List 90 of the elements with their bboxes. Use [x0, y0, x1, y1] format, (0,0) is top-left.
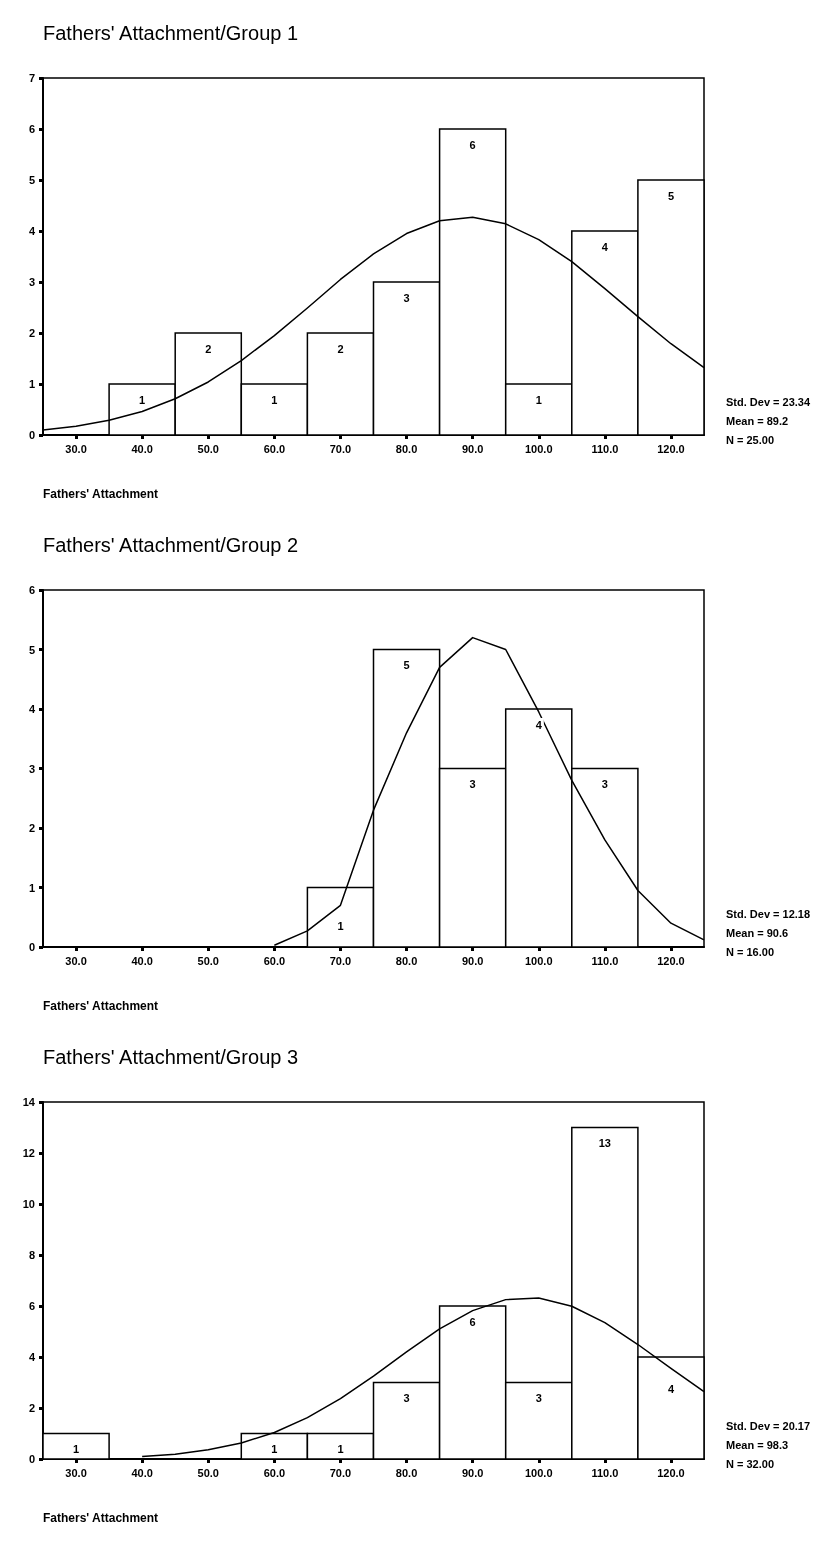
data-label: 1	[271, 393, 278, 406]
y-tick-label: 2	[28, 822, 35, 834]
x-tick-label: 80.0	[395, 954, 418, 967]
y-tick-label: 5	[28, 174, 35, 186]
data-label: 4	[667, 1382, 675, 1395]
data-label: 4	[535, 718, 543, 731]
data-label: 3	[403, 291, 410, 304]
y-tick-label: 5	[28, 643, 35, 656]
x-tick-label: 40.0	[131, 442, 153, 455]
x-tick-label: 50.0	[197, 1466, 219, 1479]
x-tick-label: 50.0	[197, 442, 219, 455]
data-label: 4	[601, 240, 609, 253]
x-tick-label: 30.0	[65, 442, 87, 455]
x-tick-label: 100.0	[524, 442, 553, 455]
y-tick-label: 2	[28, 327, 35, 339]
x-tick-label: 100.0	[524, 1466, 553, 1479]
chart-title: Fathers' Attachment/Group 3	[43, 1046, 299, 1068]
data-label: 5	[667, 189, 675, 202]
y-tick-label: 0	[28, 1453, 35, 1465]
x-tick-label: 90.0	[461, 442, 484, 455]
text: Std. Dev = 23.34	[726, 395, 811, 408]
y-tick-label: 10	[22, 1198, 35, 1210]
text: N = 25.00	[726, 433, 775, 446]
text: Std. Dev = 12.18	[726, 907, 811, 920]
y-tick-label: 6	[28, 1300, 35, 1312]
data-label: 3	[403, 1392, 410, 1404]
data-label: 2	[337, 342, 344, 355]
x-axis-title: Fathers' Attachment	[43, 487, 159, 501]
text: Std. Dev = 20.17	[726, 1419, 811, 1432]
x-axis-title: Fathers' Attachment	[43, 999, 159, 1013]
x-tick-label: 50.0	[197, 954, 219, 967]
text: N = 16.00	[726, 945, 775, 958]
data-label: 2	[205, 342, 212, 355]
x-tick-label: 30.0	[65, 954, 87, 967]
x-tick-label: 30.0	[65, 1466, 87, 1479]
x-tick-label: 60.0	[263, 1466, 286, 1479]
y-tick-label: 2	[28, 1402, 35, 1414]
y-tick-label: 6	[28, 123, 35, 135]
data-label: 3	[469, 778, 476, 790]
x-tick-label: 90.0	[461, 954, 484, 967]
text: Mean = 90.6	[726, 926, 789, 939]
x-tick-label: 70.0	[329, 1466, 352, 1479]
y-tick-label: 12	[22, 1147, 35, 1159]
x-tick-label: 120.0	[657, 442, 685, 455]
x-tick-label: 110.0	[591, 1466, 619, 1479]
data-label: 5	[403, 659, 410, 671]
data-label: 1	[72, 1443, 80, 1455]
y-tick-label: 1	[28, 881, 35, 894]
y-tick-label: 6	[28, 584, 35, 596]
x-tick-label: 80.0	[395, 1466, 418, 1479]
x-tick-label: 110.0	[591, 954, 619, 967]
data-label: 3	[601, 778, 608, 790]
x-tick-label: 70.0	[329, 442, 352, 455]
data-label: 1	[337, 1443, 344, 1455]
x-tick-label: 90.0	[461, 1466, 484, 1479]
chart-title: Fathers' Attachment/Group 2	[43, 534, 299, 556]
data-label: 3	[535, 1392, 542, 1404]
x-tick-label: 40.0	[131, 954, 153, 967]
x-axis-title: Fathers' Attachment	[43, 1511, 159, 1525]
data-label: 13	[598, 1137, 611, 1149]
y-tick-label: 8	[28, 1249, 35, 1261]
text: N = 32.00	[726, 1457, 775, 1470]
x-tick-label: 120.0	[657, 954, 685, 967]
data-label: 6	[469, 1315, 476, 1328]
y-tick-label: 7	[28, 72, 35, 84]
y-tick-label: 3	[28, 762, 35, 775]
chart-title: Fathers' Attachment/Group 1	[43, 22, 299, 44]
data-label: 1	[337, 919, 344, 932]
y-tick-label: 4	[28, 225, 36, 237]
x-tick-label: 60.0	[263, 442, 286, 455]
x-tick-label: 70.0	[329, 954, 352, 967]
y-tick-label: 3	[28, 276, 35, 288]
x-tick-label: 40.0	[131, 1466, 153, 1479]
x-tick-label: 80.0	[395, 442, 418, 455]
x-tick-label: 120.0	[657, 1466, 685, 1479]
data-label: 1	[139, 393, 146, 406]
text: Mean = 89.2	[726, 414, 789, 427]
x-tick-label: 110.0	[591, 442, 619, 455]
y-tick-label: 14	[22, 1096, 36, 1108]
x-tick-label: 100.0	[524, 954, 553, 967]
y-tick-label: 1	[28, 378, 35, 390]
text: Mean = 98.3	[726, 1438, 789, 1451]
y-tick-label: 0	[28, 941, 35, 953]
y-tick-label: 0	[28, 429, 35, 441]
data-label: 6	[469, 138, 476, 151]
y-tick-label: 4	[28, 703, 36, 715]
data-label: 1	[271, 1443, 278, 1455]
x-tick-label: 60.0	[263, 954, 286, 967]
y-tick-label: 4	[28, 1351, 36, 1363]
data-label: 1	[535, 393, 542, 406]
